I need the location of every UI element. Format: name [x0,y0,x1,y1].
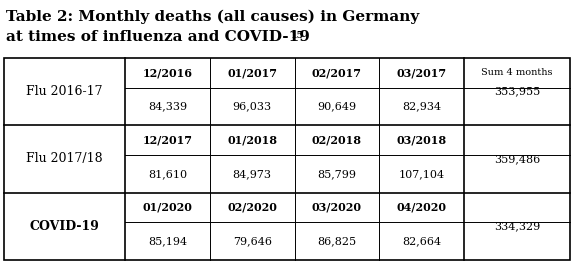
Text: Table 2: Monthly deaths (all causes) in Germany: Table 2: Monthly deaths (all causes) in … [6,10,419,24]
Text: 85,194: 85,194 [148,236,187,246]
Text: 85,799: 85,799 [317,169,356,179]
Text: 02/2017: 02/2017 [312,67,362,78]
Text: 107,104: 107,104 [398,169,445,179]
Text: 15: 15 [291,31,304,40]
Text: 82,934: 82,934 [402,101,441,111]
Text: Flu 2016-17: Flu 2016-17 [26,85,103,98]
Text: 01/2020: 01/2020 [142,202,192,213]
Text: 03/2018: 03/2018 [397,135,447,146]
Text: 03/2017: 03/2017 [397,67,447,78]
Text: 02/2020: 02/2020 [227,202,277,213]
Text: 79,646: 79,646 [232,236,272,246]
Text: 82,664: 82,664 [402,236,441,246]
Text: 353,955: 353,955 [494,87,540,97]
Text: 90,649: 90,649 [317,101,356,111]
Text: 12/2016: 12/2016 [142,67,192,78]
Text: 84,339: 84,339 [148,101,187,111]
Text: 04/2020: 04/2020 [397,202,447,213]
Text: 334,329: 334,329 [494,221,540,231]
Text: 81,610: 81,610 [148,169,187,179]
Text: 01/2018: 01/2018 [227,135,277,146]
Text: Flu 2017/18: Flu 2017/18 [26,153,103,166]
Text: 86,825: 86,825 [317,236,356,246]
Text: 12/2017: 12/2017 [142,135,192,146]
Text: COVID-19: COVID-19 [30,220,99,233]
Text: 01/2017: 01/2017 [227,67,277,78]
Text: at times of influenza and COVID-19: at times of influenza and COVID-19 [6,30,310,44]
Text: Sum 4 months: Sum 4 months [481,68,553,77]
Text: 96,033: 96,033 [232,101,272,111]
Bar [4,58,570,260]
Text: 84,973: 84,973 [232,169,272,179]
Text: 02/2018: 02/2018 [312,135,362,146]
Text: 359,486: 359,486 [494,154,540,164]
Text: 03/2020: 03/2020 [312,202,362,213]
